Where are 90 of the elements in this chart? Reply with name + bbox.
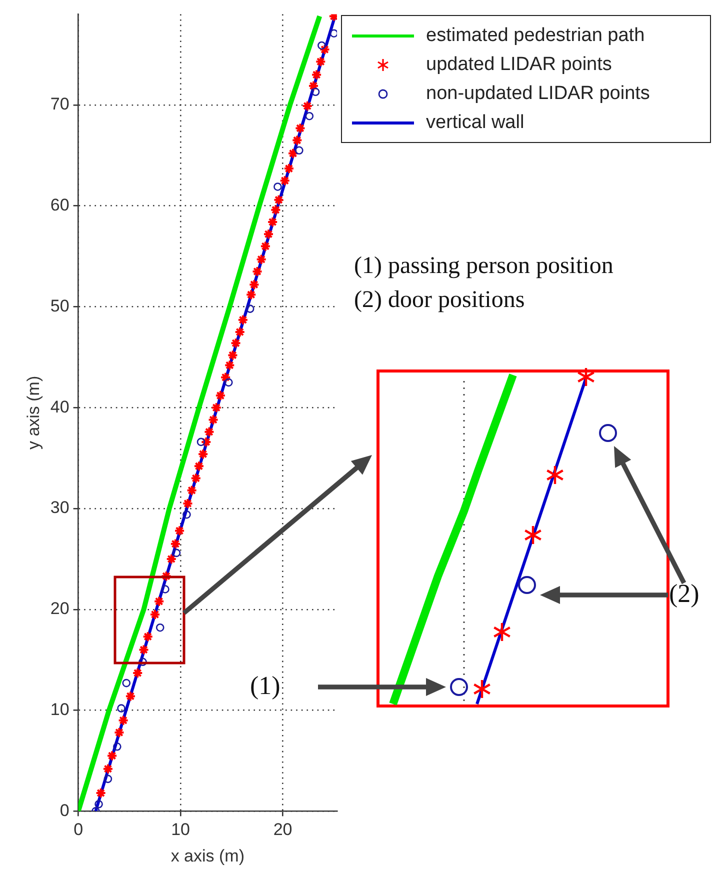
point [94,800,103,808]
point [193,460,204,472]
point [198,448,209,460]
y-tick-label: 30 [50,498,70,518]
text: (2) [669,578,700,610]
y-tick-label: 50 [50,296,70,316]
legend-label: vertical wall [426,112,524,134]
point [204,426,215,438]
point [330,29,337,38]
y-tick-label: 10 [50,700,70,719]
point [142,631,154,642]
point [294,122,306,134]
point [196,438,206,446]
point [149,608,160,620]
point [227,350,238,361]
point [246,289,257,300]
point [230,338,242,349]
point [237,314,248,326]
point [279,175,290,186]
point [208,414,219,426]
y-tick-label: 40 [50,397,70,416]
point [170,538,181,550]
point [262,228,274,240]
point [138,644,150,656]
legend-label: non-updated LIDAR points [426,82,650,104]
point [161,585,170,594]
point [256,254,267,265]
annotation: (1) [250,670,280,702]
point [319,44,330,56]
text: (2) door positions [354,286,525,315]
legend-label: updated LIDAR points [426,54,612,76]
point [160,570,172,582]
point [154,596,165,607]
point [267,216,278,228]
point [117,704,126,712]
point [260,240,271,252]
point [248,279,260,290]
point [214,390,226,402]
point [174,525,186,536]
point [138,658,147,666]
point [308,80,319,92]
point [246,304,254,313]
point [311,88,320,96]
text: (1) passing person position [354,252,614,281]
point [104,774,112,784]
point [224,360,236,371]
point [124,690,136,702]
point [182,498,194,509]
point [114,727,125,738]
x-tick-label: 20 [273,820,292,840]
y-tick-label: 70 [50,94,70,114]
x-tick-label: 0 [74,820,84,840]
point [270,204,282,216]
point [113,742,122,751]
point [273,194,284,206]
point [186,484,198,496]
x-tick-label: 10 [171,820,190,840]
point [292,134,303,146]
point [156,623,164,632]
point [274,182,282,191]
point [283,163,294,174]
point [200,436,212,448]
x-axis-title: x axis (m) [170,846,244,866]
point [102,763,114,774]
y-axis-title: y axis (m) [24,376,43,450]
point [315,56,326,68]
point [95,788,106,799]
y-tick-label: 20 [50,599,70,618]
point [118,714,129,726]
point [311,69,322,80]
point [252,266,263,277]
point [106,750,118,762]
point [224,378,233,387]
point [288,148,299,159]
point [166,553,177,564]
y-tick-label: 0 [60,800,70,820]
legend-label: estimated pedestrian path [426,24,645,46]
point [210,402,222,414]
point [132,667,144,678]
point [220,372,232,383]
y-tick-label: 60 [50,196,70,215]
point [302,100,313,112]
point [305,112,314,120]
point [122,678,131,688]
point [172,548,181,558]
point [234,326,246,338]
point [190,472,202,484]
point [182,510,191,519]
point [318,41,326,50]
point [295,146,304,155]
